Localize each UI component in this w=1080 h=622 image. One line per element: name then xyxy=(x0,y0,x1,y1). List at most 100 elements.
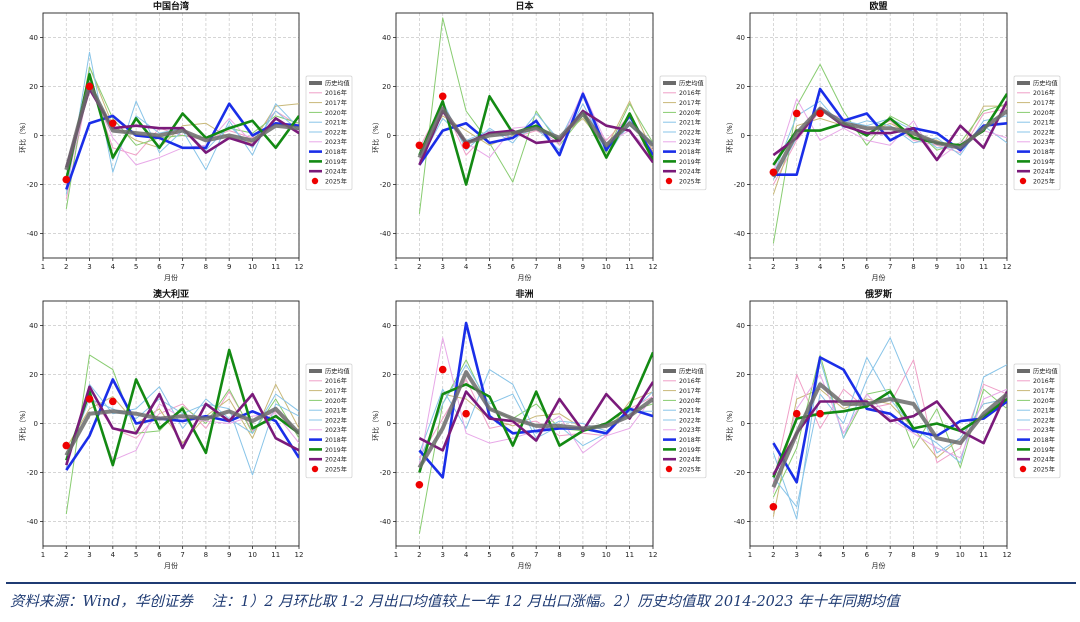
legend-label: 2022年 xyxy=(679,128,701,136)
legend-label: 2024年 xyxy=(325,456,347,464)
y-tick-label: -20 xyxy=(734,181,745,189)
legend-label: 2022年 xyxy=(325,128,347,136)
legend-label: 2017年 xyxy=(679,387,701,395)
legend-label: 2021年 xyxy=(679,119,701,127)
point-2025 xyxy=(62,441,71,450)
x-tick-label: 9 xyxy=(935,551,939,559)
series-line xyxy=(418,381,653,452)
x-tick-label: 7 xyxy=(534,551,538,559)
x-tick-label: 10 xyxy=(956,263,965,271)
x-tick-label: 1 xyxy=(41,551,45,559)
y-tick-label: -40 xyxy=(380,518,391,526)
y-tick-label: 20 xyxy=(29,371,38,379)
legend-label: 2023年 xyxy=(1033,426,1055,434)
legend-label: 2018年 xyxy=(325,148,347,156)
y-tick-label: 20 xyxy=(736,371,745,379)
legend-marker xyxy=(311,177,319,185)
x-tick-label: 3 xyxy=(87,263,91,271)
legend-label: 2022年 xyxy=(325,416,347,424)
legend-label: 2019年 xyxy=(325,446,347,454)
x-tick-label: 3 xyxy=(87,551,91,559)
x-tick-label: 12 xyxy=(295,263,304,271)
legend-label: 历史均值 xyxy=(1033,79,1058,87)
series-line xyxy=(65,385,299,466)
legend-label: 2016年 xyxy=(679,377,701,385)
legend-label: 2017年 xyxy=(325,99,347,107)
y-tick-label: 20 xyxy=(29,83,38,91)
x-tick-label: 5 xyxy=(134,551,138,559)
chart-title: 中国台湾 xyxy=(153,0,189,12)
y-tick-label: 0 xyxy=(387,420,391,428)
y-tick-label: 20 xyxy=(382,371,391,379)
x-tick-label: 1 xyxy=(748,551,752,559)
legend-label: 2017年 xyxy=(679,99,701,107)
legend-label: 2025年 xyxy=(1033,465,1055,473)
legend-label: 2022年 xyxy=(1033,128,1055,136)
x-tick-label: 11 xyxy=(979,263,988,271)
x-axis-label: 月份 xyxy=(164,561,178,570)
x-tick-label: 8 xyxy=(204,263,208,271)
series-layer xyxy=(415,17,653,214)
x-tick-label: 3 xyxy=(794,551,798,559)
x-tick-label: 10 xyxy=(602,263,611,271)
y-tick-label: -20 xyxy=(380,469,391,477)
x-tick-label: 12 xyxy=(649,551,658,559)
x-tick-label: 1 xyxy=(41,263,45,271)
legend-label: 2016年 xyxy=(1033,89,1055,97)
legend-label: 2016年 xyxy=(325,89,347,97)
x-tick-label: 10 xyxy=(956,551,965,559)
legend-label: 2025年 xyxy=(679,465,701,473)
series-layer xyxy=(62,348,299,515)
series-line xyxy=(65,378,299,471)
legend-label: 2021年 xyxy=(1033,119,1055,127)
point-2025 xyxy=(462,141,470,150)
chart-title: 俄罗斯 xyxy=(864,288,892,300)
series-layer xyxy=(62,51,299,210)
x-tick-label: 4 xyxy=(818,551,823,559)
legend-label: 2024年 xyxy=(1033,456,1055,464)
series-line xyxy=(65,348,299,467)
x-tick-label: 6 xyxy=(511,551,516,559)
y-tick-label: 40 xyxy=(382,34,391,42)
x-tick-label: 1 xyxy=(748,263,752,271)
x-tick-label: 5 xyxy=(841,263,845,271)
x-tick-label: 5 xyxy=(487,263,491,271)
x-tick-label: 12 xyxy=(1003,263,1012,271)
legend-label: 2016年 xyxy=(679,89,701,97)
x-tick-label: 5 xyxy=(841,551,845,559)
y-tick-label: 0 xyxy=(34,420,38,428)
y-tick-label: 20 xyxy=(382,83,391,91)
legend-label: 历史均值 xyxy=(679,79,704,87)
x-tick-label: 8 xyxy=(911,263,915,271)
series-line xyxy=(64,406,299,457)
footer: 资料来源：Wind，华创证券 注：1）2 月环比取 1-2 月出口均值较上一年 … xyxy=(10,590,1070,611)
x-tick-label: 11 xyxy=(271,551,280,559)
legend-label: 历史均值 xyxy=(325,367,350,375)
series-line xyxy=(65,398,299,476)
y-axis-label: 环比（%） xyxy=(725,406,734,441)
legend-label: 2023年 xyxy=(325,426,347,434)
legend-label: 2016年 xyxy=(325,377,347,385)
x-tick-label: 8 xyxy=(204,551,208,559)
x-tick-label: 9 xyxy=(581,263,585,271)
point-2025 xyxy=(816,109,824,118)
x-axis-label: 月份 xyxy=(518,273,532,282)
y-tick-label: -40 xyxy=(27,518,38,526)
y-axis-label: 环比（%） xyxy=(18,118,27,153)
x-tick-label: 7 xyxy=(180,551,184,559)
legend-label: 2024年 xyxy=(325,168,347,176)
legend-label: 2023年 xyxy=(679,426,701,434)
legend-label: 2018年 xyxy=(679,436,701,444)
legend-label: 2016年 xyxy=(1033,377,1055,385)
y-tick-label: -20 xyxy=(27,181,38,189)
chart-figure: 1 2 3 4 5 6 7 8 9 10 11 12 -40 -20 0 20 40 中国台湾 月份 环比（%） 历史均… xyxy=(18,0,1061,570)
y-tick-label: -20 xyxy=(27,469,38,477)
legend-label: 2019年 xyxy=(325,158,347,166)
point-2025 xyxy=(109,397,117,406)
point-2025 xyxy=(438,92,447,101)
x-tick-label: 11 xyxy=(625,263,634,271)
point-2025 xyxy=(85,82,94,91)
